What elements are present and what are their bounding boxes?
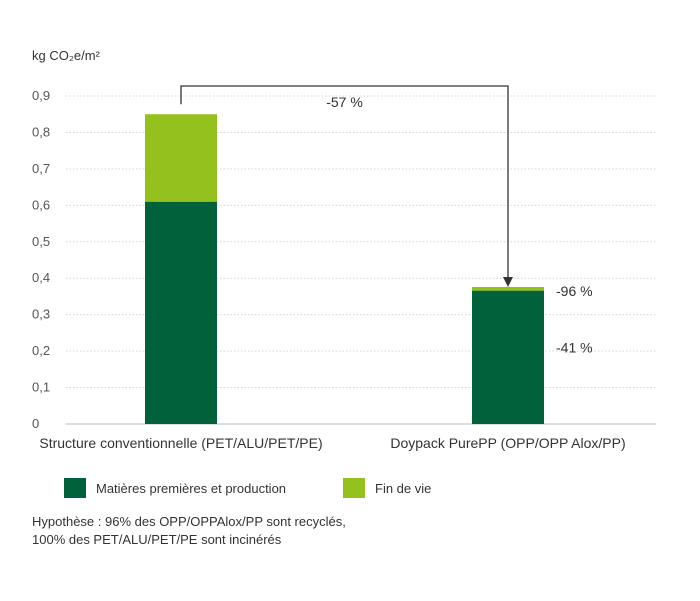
y-tick-label: 0,5: [32, 234, 50, 249]
arrow-head: [503, 276, 513, 287]
y-tick-label: 0: [32, 416, 39, 431]
bar-segment-production: [145, 201, 217, 424]
bar-segment-end-of-life: [472, 286, 544, 291]
y-tick-label: 0,8: [32, 124, 50, 139]
y-axis-unit-label: kg CO₂e/m²: [32, 48, 101, 63]
production-reduction-label: -41 %: [556, 339, 593, 355]
bar-segment-production: [472, 290, 544, 424]
note-line-1: Hypothèse : 96% des OPP/OPPAlox/PP sont …: [32, 514, 346, 529]
legend: Matières premières et production Fin de …: [64, 478, 431, 498]
total-reduction-label: -57 %: [326, 94, 363, 110]
legend-swatch-production: [64, 478, 86, 498]
bar-segment-end-of-life: [145, 114, 217, 202]
y-tick-label: 0,3: [32, 307, 50, 322]
legend-swatch-end-of-life: [343, 478, 365, 498]
y-tick-label: 0,9: [32, 88, 50, 103]
end-of-life-reduction-label: -96 %: [556, 283, 593, 299]
legend-label-production: Matières premières et production: [96, 481, 286, 496]
reduction-arrow: [180, 85, 509, 277]
y-tick-label: 0,4: [32, 270, 50, 285]
annotations: -57 % -96 % -41 %: [180, 85, 593, 355]
y-tick-label: 0,7: [32, 161, 50, 176]
legend-label-end-of-life: Fin de vie: [375, 481, 431, 496]
hypothesis-note: Hypothèse : 96% des OPP/OPPAlox/PP sont …: [32, 514, 346, 547]
y-tick-label: 0,2: [32, 343, 50, 358]
y-tick-labels: 0 0,1 0,2 0,3 0,4 0,5 0,6 0,7 0,8 0,9: [32, 88, 50, 431]
note-line-2: 100% des PET/ALU/PET/PE sont incinérés: [32, 532, 282, 547]
y-tick-label: 0,6: [32, 197, 50, 212]
x-category-label: Doypack PurePP (OPP/OPP Alox/PP): [390, 435, 625, 451]
x-category-label: Structure conventionnelle (PET/ALU/PET/P…: [39, 435, 322, 451]
bars: [145, 114, 544, 424]
y-tick-label: 0,1: [32, 380, 50, 395]
x-category-labels: Structure conventionnelle (PET/ALU/PET/P…: [39, 435, 625, 451]
